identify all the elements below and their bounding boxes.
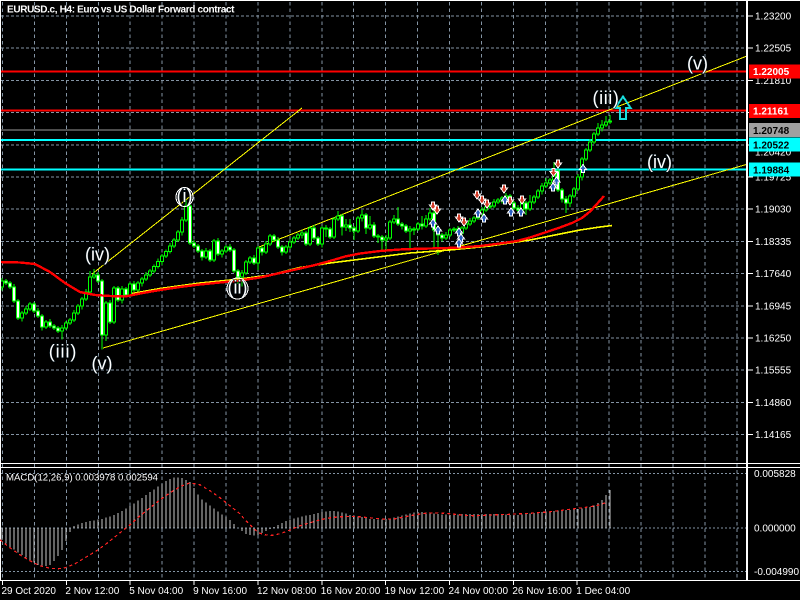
svg-text:(v): (v) (687, 53, 708, 73)
svg-text:0.005828: 0.005828 (754, 469, 796, 480)
svg-text:29 Oct 2020: 29 Oct 2020 (2, 586, 57, 597)
svg-text:(v): (v) (92, 353, 113, 373)
svg-text:1.16250: 1.16250 (755, 334, 792, 345)
svg-text:1.18335: 1.18335 (755, 237, 792, 248)
svg-text:1.19030: 1.19030 (755, 205, 792, 216)
svg-text:5 Nov 04:00: 5 Nov 04:00 (129, 586, 183, 597)
svg-text:1.19725: 1.19725 (755, 173, 792, 184)
svg-text:1.17640: 1.17640 (755, 269, 792, 280)
svg-text:1.19884: 1.19884 (753, 165, 790, 176)
svg-text:26 Nov 16:00: 26 Nov 16:00 (512, 586, 572, 597)
svg-text:1.22005: 1.22005 (753, 67, 790, 78)
svg-text:24 Nov 00:00: 24 Nov 00:00 (449, 586, 509, 597)
svg-text:(iv): (iv) (647, 152, 672, 172)
svg-text:1.20748: 1.20748 (753, 126, 790, 137)
svg-text:-0.004990: -0.004990 (754, 567, 799, 578)
svg-text:1.21161: 1.21161 (753, 107, 789, 118)
svg-text:1.23200: 1.23200 (755, 12, 792, 23)
svg-text:(iv): (iv) (85, 244, 110, 264)
svg-text:EURUSD.c, H4: Euro vs US Doll: EURUSD.c, H4: Euro vs US Dollar Forward … (7, 5, 235, 16)
svg-text:1.16945: 1.16945 (755, 301, 792, 312)
svg-text:(i): (i) (177, 186, 193, 206)
svg-text:1.22505: 1.22505 (755, 44, 792, 55)
svg-text:MACD(12,26,9) 0.003978 0.00259: MACD(12,26,9) 0.003978 0.002594 (6, 473, 159, 484)
svg-text:1.20420: 1.20420 (755, 147, 792, 158)
svg-text:1.14860: 1.14860 (755, 398, 792, 409)
svg-text:(iii): (iii) (49, 341, 78, 361)
svg-text:16 Nov 20:00: 16 Nov 20:00 (321, 586, 381, 597)
svg-text:1.15555: 1.15555 (755, 366, 792, 377)
svg-text:9 Nov 16:00: 9 Nov 16:00 (193, 586, 247, 597)
svg-text:(iii): (iii) (593, 88, 620, 108)
svg-text:(ii): (ii) (228, 277, 248, 297)
svg-text:1 Dec 04:00: 1 Dec 04:00 (576, 586, 630, 597)
svg-text:1.21810: 1.21810 (755, 76, 792, 87)
svg-text:1.20522: 1.20522 (753, 140, 790, 151)
svg-text:2 Nov 12:00: 2 Nov 12:00 (65, 586, 119, 597)
svg-text:0.000000: 0.000000 (754, 523, 796, 534)
svg-text:19 Nov 12:00: 19 Nov 12:00 (385, 586, 445, 597)
svg-text:1.14165: 1.14165 (755, 430, 792, 441)
svg-text:12 Nov 08:00: 12 Nov 08:00 (257, 586, 317, 597)
